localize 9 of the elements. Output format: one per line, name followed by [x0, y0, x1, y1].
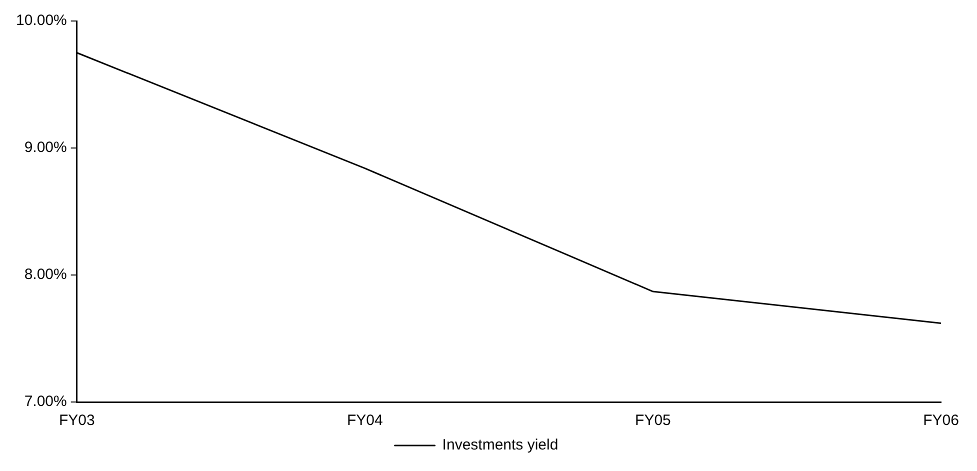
y-tick-label: 7.00%: [24, 393, 67, 410]
y-tick-label: 8.00%: [24, 266, 67, 284]
x-tick-label: FY06: [923, 412, 959, 430]
x-tick-label: FY03: [58, 412, 95, 430]
y-tick-label: 10.00%: [16, 12, 67, 30]
x-tick-label: FY05: [635, 412, 671, 430]
y-tick-label: 9.00%: [24, 139, 67, 156]
legend-label: Investments yield: [442, 436, 558, 454]
x-tick-label: FY04: [346, 412, 383, 430]
